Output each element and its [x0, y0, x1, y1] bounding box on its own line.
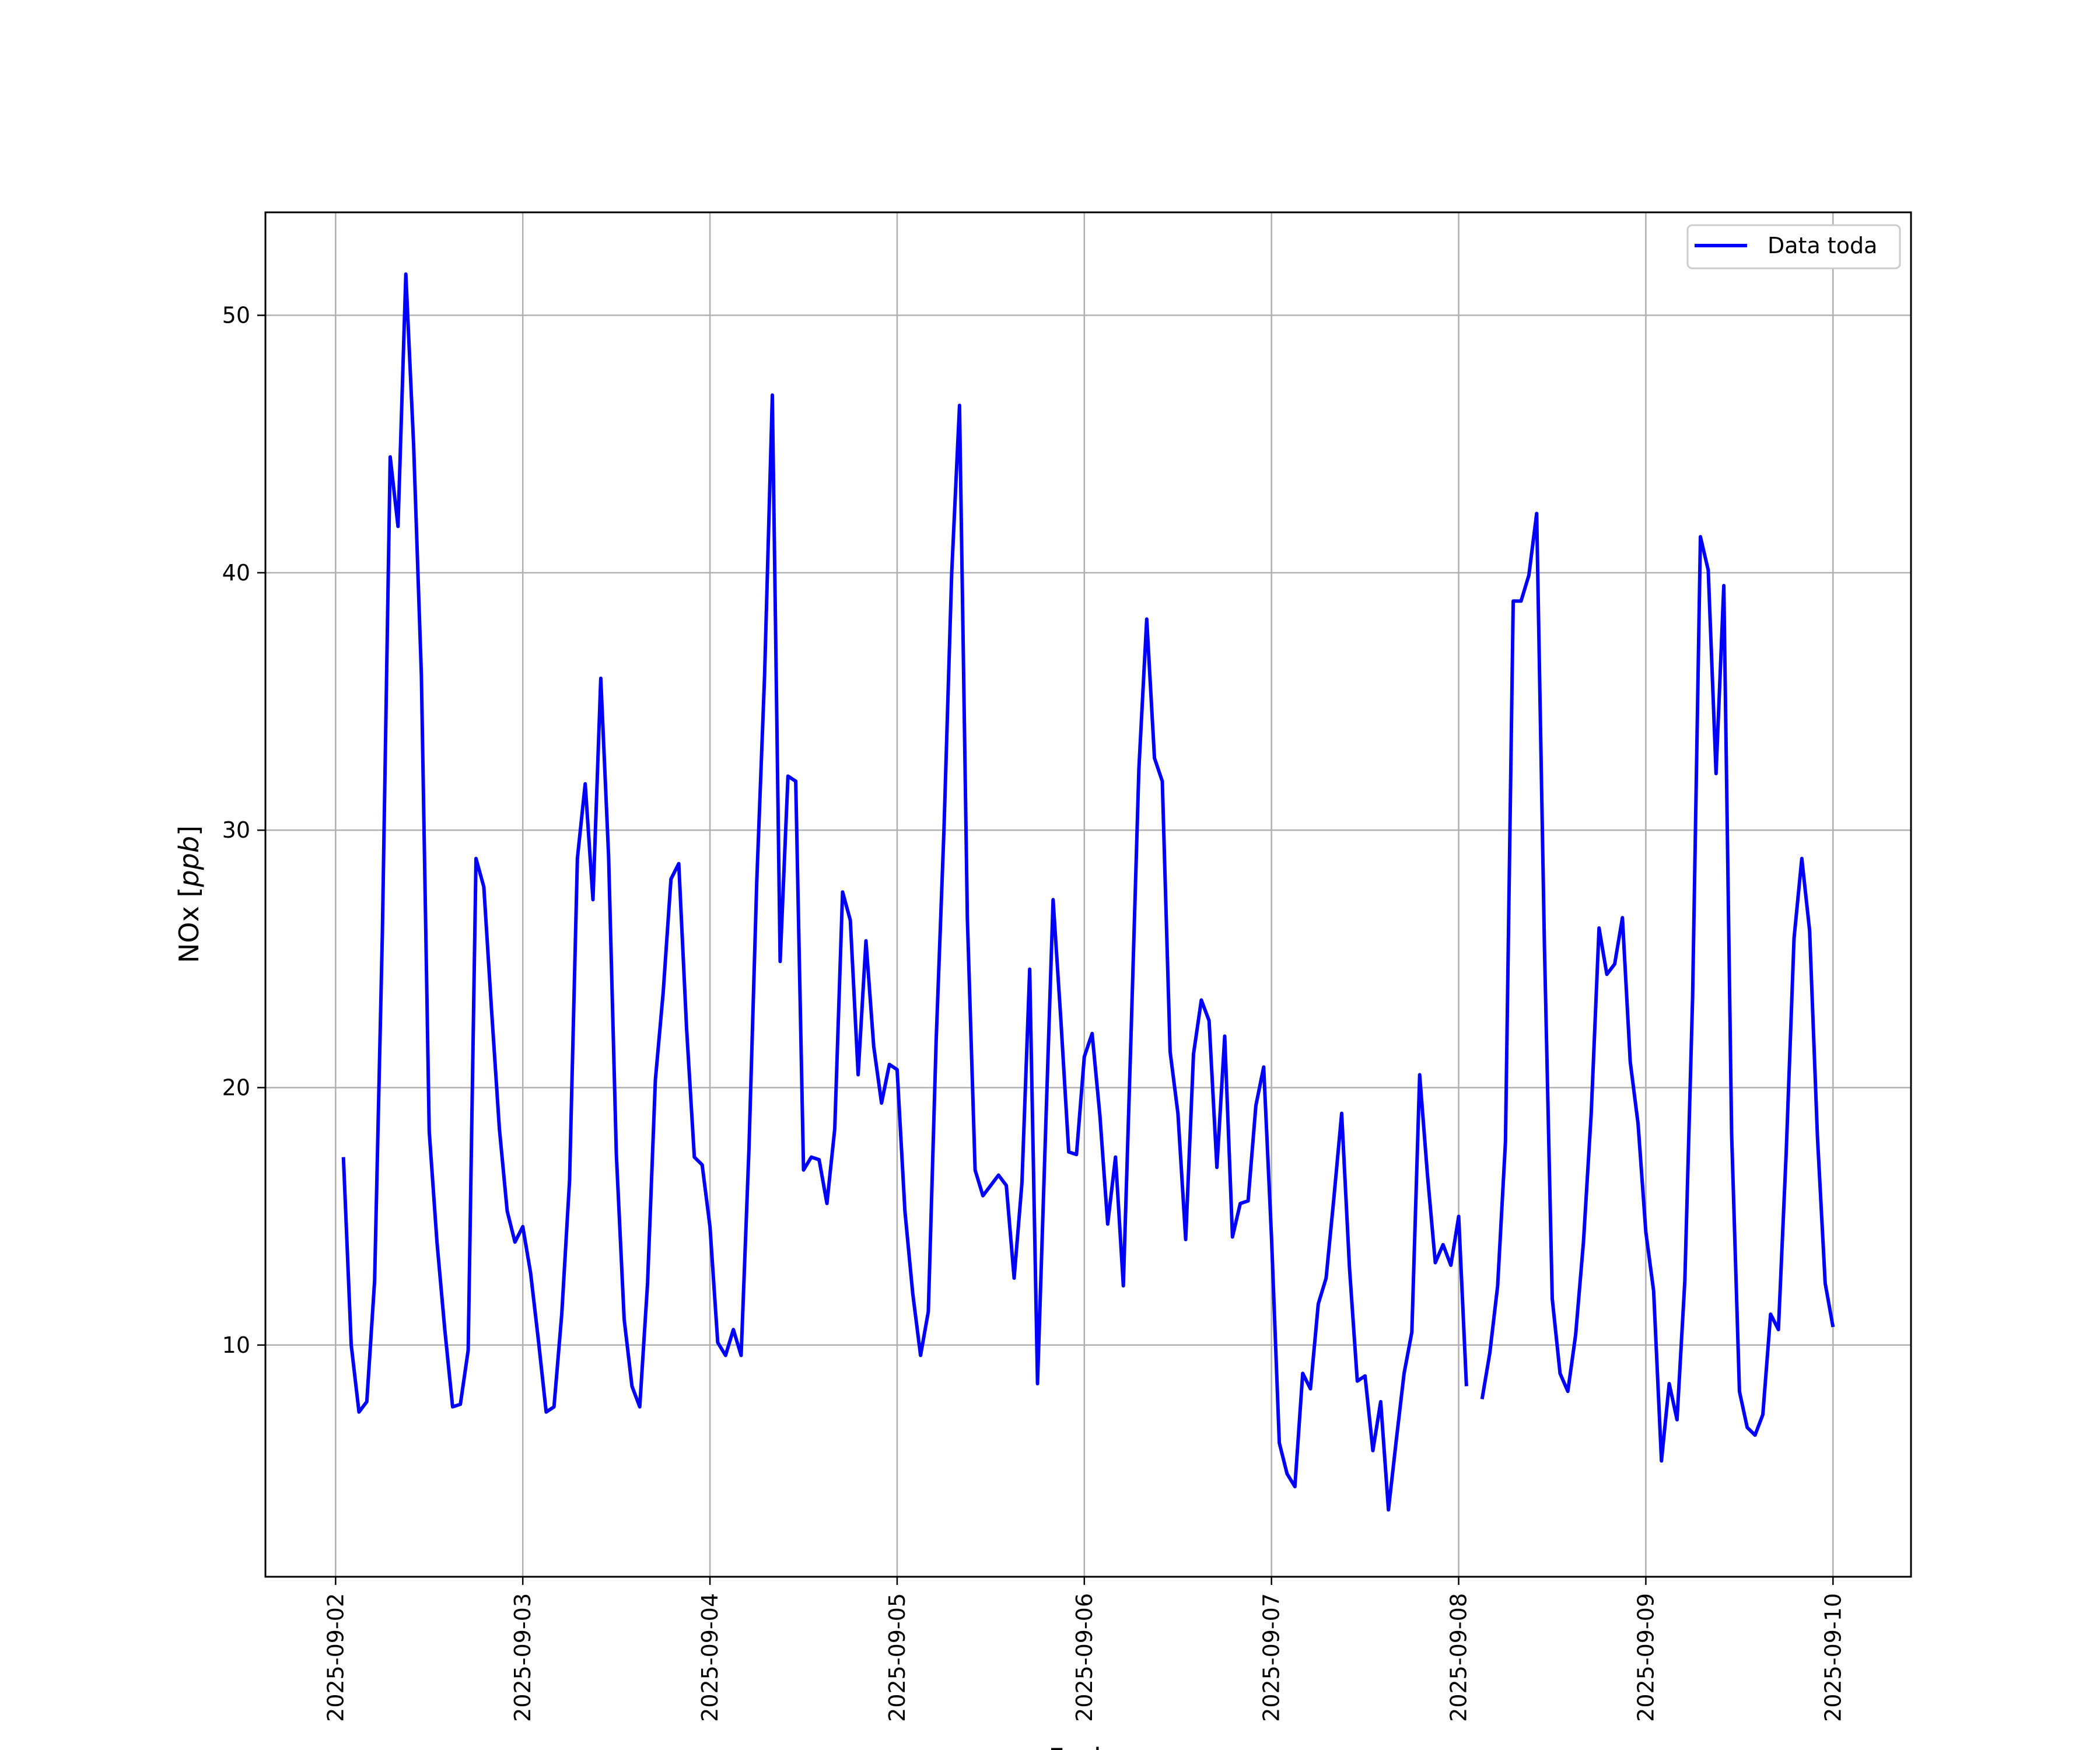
y-tick-label: 10: [222, 1332, 250, 1358]
x-tick-label: 2025-09-10: [1820, 1593, 1846, 1722]
x-tick-label: 2025-09-06: [1072, 1593, 1097, 1722]
y-axis-title: NOx [ppb]: [173, 825, 205, 963]
y-axis-title-name: NOx: [173, 906, 205, 963]
x-tick-label: 2025-09-02: [323, 1593, 348, 1722]
y-tick-label: 40: [222, 560, 250, 586]
series-line: [341, 272, 1835, 1512]
grid-lines: [265, 212, 1911, 1577]
plot-area-frame: [264, 211, 1912, 1578]
x-axis-title: Fecha: [1049, 1742, 1128, 1750]
y-axis-title-unit: ppb: [173, 836, 205, 888]
x-axis-ticks: 2025-09-02 2025-09-03 2025-09-04 2025-09-05…: [323, 1577, 1846, 1722]
x-tick-label: 2025-09-04: [697, 1593, 723, 1722]
x-tick-label: 2025-09-05: [884, 1593, 910, 1722]
y-tick-label: 20: [222, 1074, 250, 1100]
y-tick-label: 50: [222, 303, 250, 328]
y-axis-ticks: 10 20 30 40 50: [222, 303, 265, 1358]
legend-label: Data toda: [1768, 233, 1877, 258]
x-tick-label: 2025-09-03: [510, 1593, 536, 1722]
y-tick-label: 30: [222, 817, 250, 843]
x-tick-label: 2025-09-07: [1259, 1593, 1284, 1722]
series-layer: [341, 272, 1835, 1512]
legend-box: [1686, 224, 1901, 270]
x-tick-label: 2025-09-09: [1633, 1593, 1658, 1722]
x-tick-label: 2025-09-08: [1446, 1593, 1472, 1722]
legend: Data toda: [1686, 224, 1901, 270]
